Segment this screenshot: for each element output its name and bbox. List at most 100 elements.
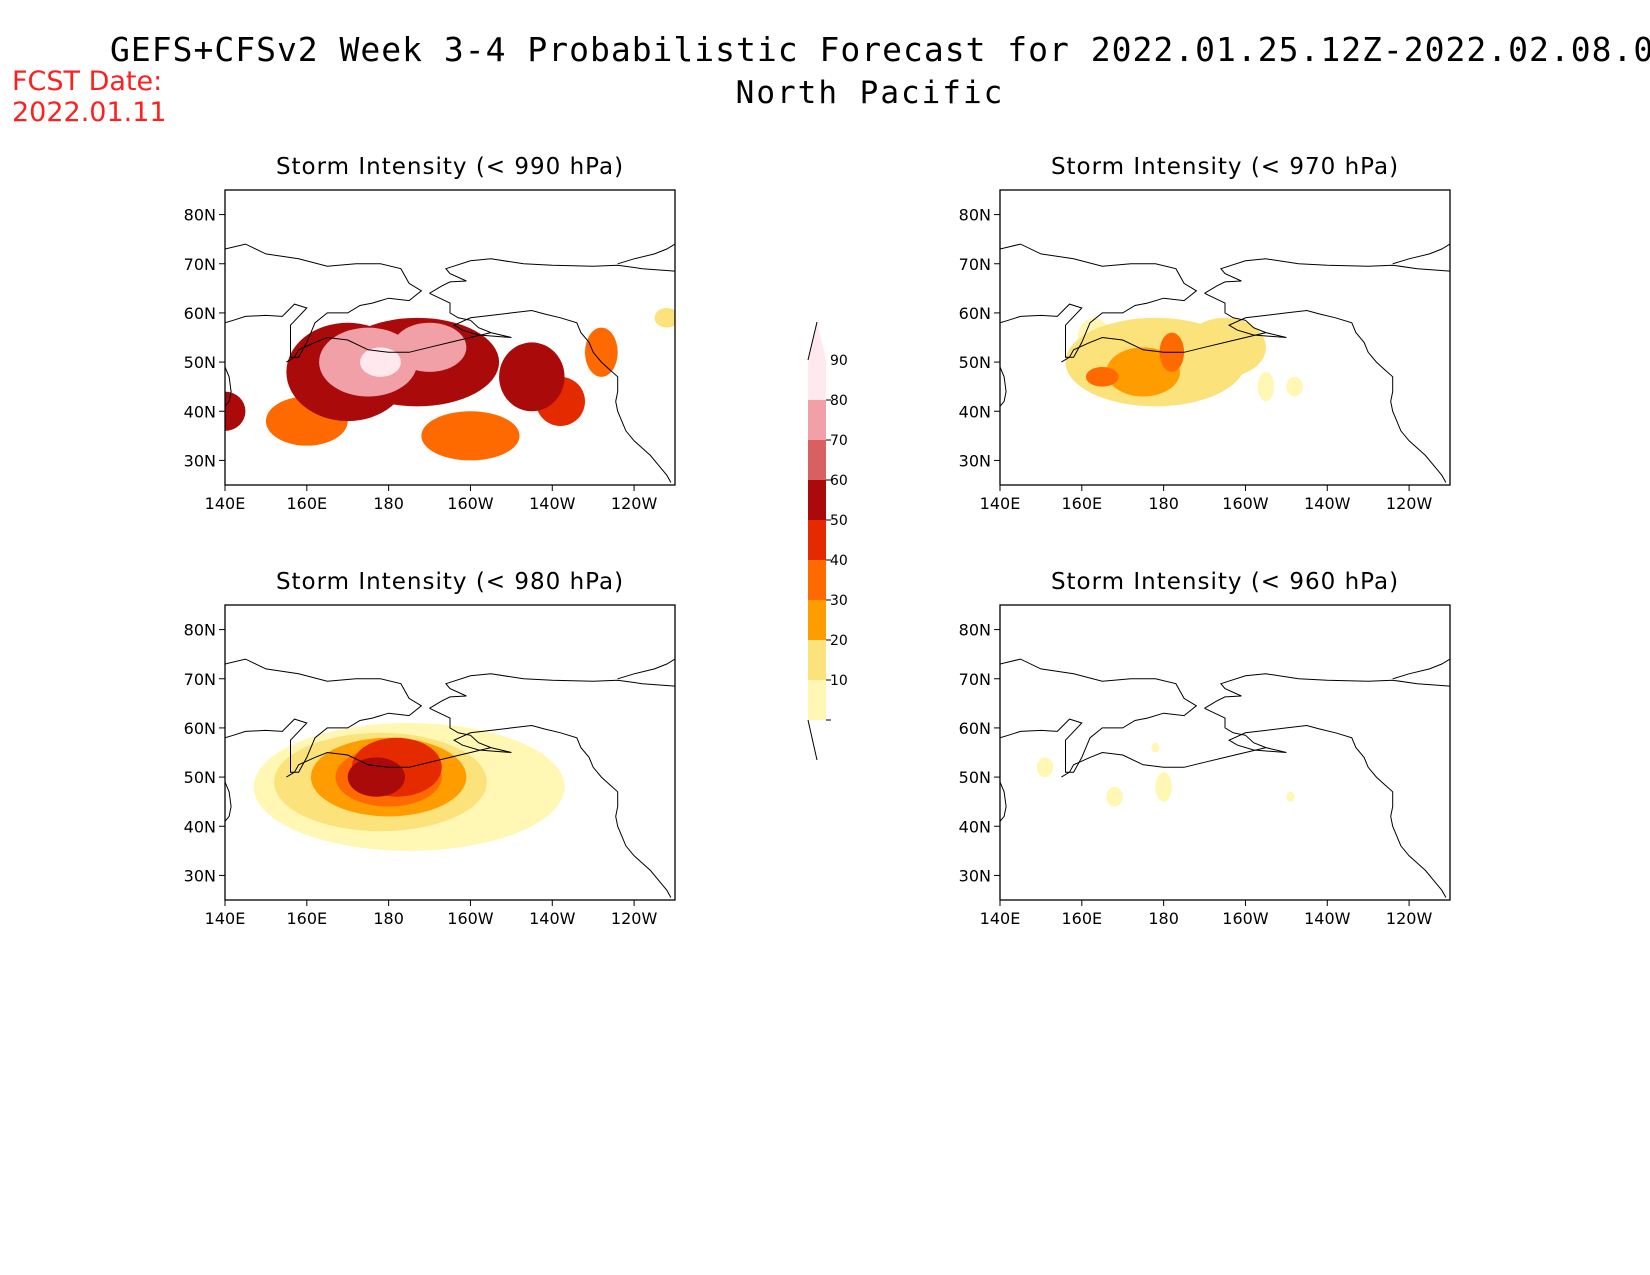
x-tick-label: 140W [1304, 909, 1351, 928]
colorbar-swatch [808, 600, 826, 640]
x-tick-label: 140E [205, 494, 246, 513]
x-tick-label: 140W [1304, 494, 1351, 513]
colorbar-top-edge [807, 321, 818, 361]
y-tick-label: 50N [959, 353, 991, 372]
y-tick-label: 70N [184, 255, 216, 274]
x-tick-label: 160E [1061, 909, 1102, 928]
plot-frame [999, 604, 1451, 901]
y-tick-label: 60N [184, 719, 216, 738]
y-tick-label: 40N [184, 817, 216, 836]
x-tick-label: 160W [1222, 494, 1269, 513]
map-panel-960: Storm Intensity (< 960 hPa) 140E 160E 180 16… [959, 569, 1451, 928]
colorbar-label: 90 [830, 353, 848, 369]
map-panel-980: Storm Intensity (< 980 hPa) 140E 160E 180 16… [184, 569, 676, 928]
coastline [1061, 747, 1267, 778]
coastline [1000, 366, 1007, 407]
probability-region [1257, 371, 1275, 402]
x-tick-label: 180 [1148, 494, 1179, 513]
plot-background [1000, 605, 1450, 900]
x-tick-label: 160W [447, 909, 494, 928]
y-tick-label: 70N [959, 670, 991, 689]
coastline [1000, 658, 1198, 773]
x-tick-label: 140E [205, 909, 246, 928]
x-tick-label: 160W [447, 494, 494, 513]
probability-region [1286, 376, 1303, 397]
x-tick-label: 120W [1386, 494, 1433, 513]
coastline [429, 673, 675, 709]
x-tick-label: 140W [529, 494, 576, 513]
coastline [225, 781, 232, 822]
coastline [429, 707, 672, 898]
coastline [1204, 673, 1450, 709]
y-tick-label: 80N [959, 621, 991, 640]
probability-region [421, 411, 520, 461]
colorbar-bottom-cap [807, 719, 818, 761]
forecast-date: FCST Date: 2022.01.11 [12, 66, 167, 128]
colorbar-swatch [808, 480, 826, 520]
coastline [1000, 243, 1198, 358]
y-tick-label: 60N [959, 719, 991, 738]
x-tick-label: 120W [1386, 909, 1433, 928]
y-tick-label: 50N [184, 353, 216, 372]
colorbar-label: 50 [830, 513, 848, 529]
panel-title: Storm Intensity (< 960 hPa) [1051, 569, 1399, 595]
map-panel-970: Storm Intensity (< 970 hPa) 140E 160E 180 16… [959, 154, 1451, 513]
colorbar-swatch [808, 400, 826, 440]
coastline [617, 658, 675, 680]
x-tick-label: 160E [286, 909, 327, 928]
main-title: GEFS+CFSv2 Week 3-4 Probabilistic Foreca… [110, 30, 1650, 69]
forecast-date-label: FCST Date: [12, 66, 163, 97]
colorbar-swatch [808, 640, 826, 680]
x-tick-label: 120W [611, 909, 658, 928]
probability-region [499, 342, 565, 412]
coastline [1204, 292, 1447, 483]
x-tick-label: 160E [1061, 494, 1102, 513]
y-tick-label: 70N [959, 255, 991, 274]
coastline [617, 243, 675, 265]
y-tick-label: 30N [959, 451, 991, 470]
x-tick-label: 180 [1148, 909, 1179, 928]
y-tick-label: 80N [959, 206, 991, 225]
y-tick-label: 30N [959, 866, 991, 885]
probability-colorbar: 90 80 70 60 50 40 30 20 10 [807, 321, 848, 761]
coastline [1392, 243, 1450, 265]
x-tick-label: 140E [980, 909, 1021, 928]
colorbar-label: 70 [830, 433, 848, 449]
coastline [1392, 658, 1450, 680]
y-tick-label: 30N [184, 866, 216, 885]
x-tick-label: 140W [529, 909, 576, 928]
probability-region [1151, 742, 1160, 753]
colorbar-swatch [808, 680, 826, 720]
colorbar-top-cap-fill [808, 322, 826, 360]
colorbar-swatch [808, 560, 826, 600]
y-tick-label: 60N [959, 304, 991, 323]
coastline [1000, 781, 1007, 822]
probability-region [1106, 786, 1123, 807]
coastline [225, 243, 423, 358]
coastline [286, 332, 492, 363]
x-tick-label: 120W [611, 494, 658, 513]
panel-title: Storm Intensity (< 990 hPa) [276, 154, 624, 180]
coastline [1204, 707, 1447, 898]
map-panel-990: Storm Intensity (< 990 hPa) 140E 160E 180 16… [184, 154, 676, 513]
probability-region [360, 347, 401, 377]
probability-region [654, 308, 675, 328]
probability-region [1184, 317, 1266, 377]
coastline [225, 658, 423, 773]
x-tick-label: 160E [286, 494, 327, 513]
y-tick-label: 80N [184, 206, 216, 225]
x-tick-label: 180 [373, 909, 404, 928]
colorbar-swatch [808, 440, 826, 480]
probability-region [347, 757, 405, 797]
probability-region [1286, 791, 1295, 802]
y-tick-label: 60N [184, 304, 216, 323]
coastline [429, 258, 675, 294]
colorbar-label: 40 [830, 553, 848, 569]
forecast-date-value: 2022.01.11 [12, 97, 167, 128]
y-tick-label: 80N [184, 621, 216, 640]
x-tick-label: 180 [373, 494, 404, 513]
x-tick-label: 160W [1222, 909, 1269, 928]
y-tick-label: 50N [959, 768, 991, 787]
probability-region [1036, 757, 1054, 778]
y-tick-label: 70N [184, 670, 216, 689]
